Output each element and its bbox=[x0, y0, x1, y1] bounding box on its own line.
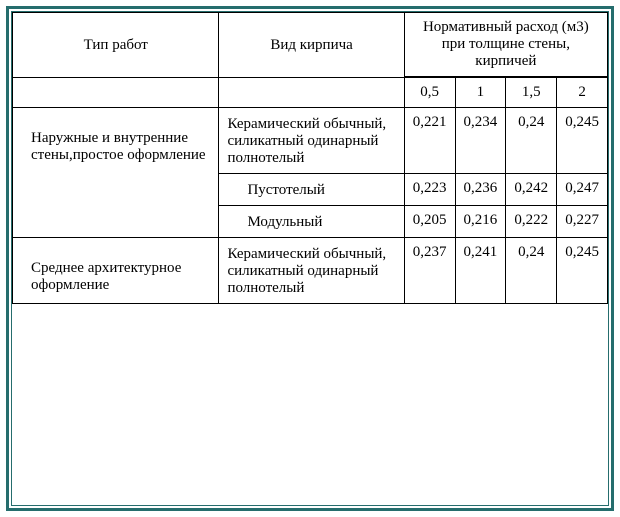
consumption-table: Тип работ Вид кирпича Нормативный расход… bbox=[12, 12, 608, 304]
header-thickness-0: 0,5 bbox=[404, 78, 455, 108]
value-cell: 0,205 bbox=[404, 206, 455, 238]
value-cell: 0,245 bbox=[557, 238, 608, 304]
inner-frame: Тип работ Вид кирпича Нормативный расход… bbox=[11, 11, 609, 506]
header-row-1: Тип работ Вид кирпича Нормативный расход… bbox=[13, 13, 608, 77]
value-cell: 0,247 bbox=[557, 174, 608, 206]
header-thickness-3: 2 bbox=[557, 78, 608, 108]
brick-type-cell: Пустотелый bbox=[219, 174, 404, 206]
header-empty-2 bbox=[219, 78, 404, 108]
header-row-2: 0,5 1 1,5 2 bbox=[13, 78, 608, 108]
value-cell: 0,222 bbox=[506, 206, 557, 238]
outer-frame: Тип работ Вид кирпича Нормативный расход… bbox=[6, 6, 614, 511]
value-cell: 0,234 bbox=[455, 108, 506, 174]
header-brick-type: Вид кирпича bbox=[219, 13, 404, 78]
value-cell: 0,236 bbox=[455, 174, 506, 206]
table-body: Наружные и внутренние стены,простое офор… bbox=[13, 108, 608, 304]
type-work-cell: Наружные и внутренние стены,простое офор… bbox=[13, 108, 219, 238]
header-type-work: Тип работ bbox=[13, 13, 219, 78]
value-cell: 0,223 bbox=[404, 174, 455, 206]
brick-type-cell: Керамический обычный, силикатный одинарн… bbox=[219, 108, 404, 174]
header-empty-1 bbox=[13, 78, 219, 108]
value-cell: 0,227 bbox=[557, 206, 608, 238]
value-cell: 0,216 bbox=[455, 206, 506, 238]
header-norm: Нормативный расход (м3) при толщине стен… bbox=[404, 13, 607, 77]
value-cell: 0,221 bbox=[404, 108, 455, 174]
value-cell: 0,245 bbox=[557, 108, 608, 174]
header-thickness-1: 1 bbox=[455, 78, 506, 108]
table-row: Наружные и внутренние стены,простое офор… bbox=[13, 108, 608, 174]
value-cell: 0,242 bbox=[506, 174, 557, 206]
table-row: Среднее архитектурное оформление Керамич… bbox=[13, 238, 608, 304]
type-work-cell: Среднее архитектурное оформление bbox=[13, 238, 219, 304]
brick-type-cell: Модульный bbox=[219, 206, 404, 238]
value-cell: 0,24 bbox=[506, 238, 557, 304]
value-cell: 0,237 bbox=[404, 238, 455, 304]
value-cell: 0,241 bbox=[455, 238, 506, 304]
brick-type-cell: Керамический обычный, силикатный одинарн… bbox=[219, 238, 404, 304]
header-thickness-2: 1,5 bbox=[506, 78, 557, 108]
value-cell: 0,24 bbox=[506, 108, 557, 174]
